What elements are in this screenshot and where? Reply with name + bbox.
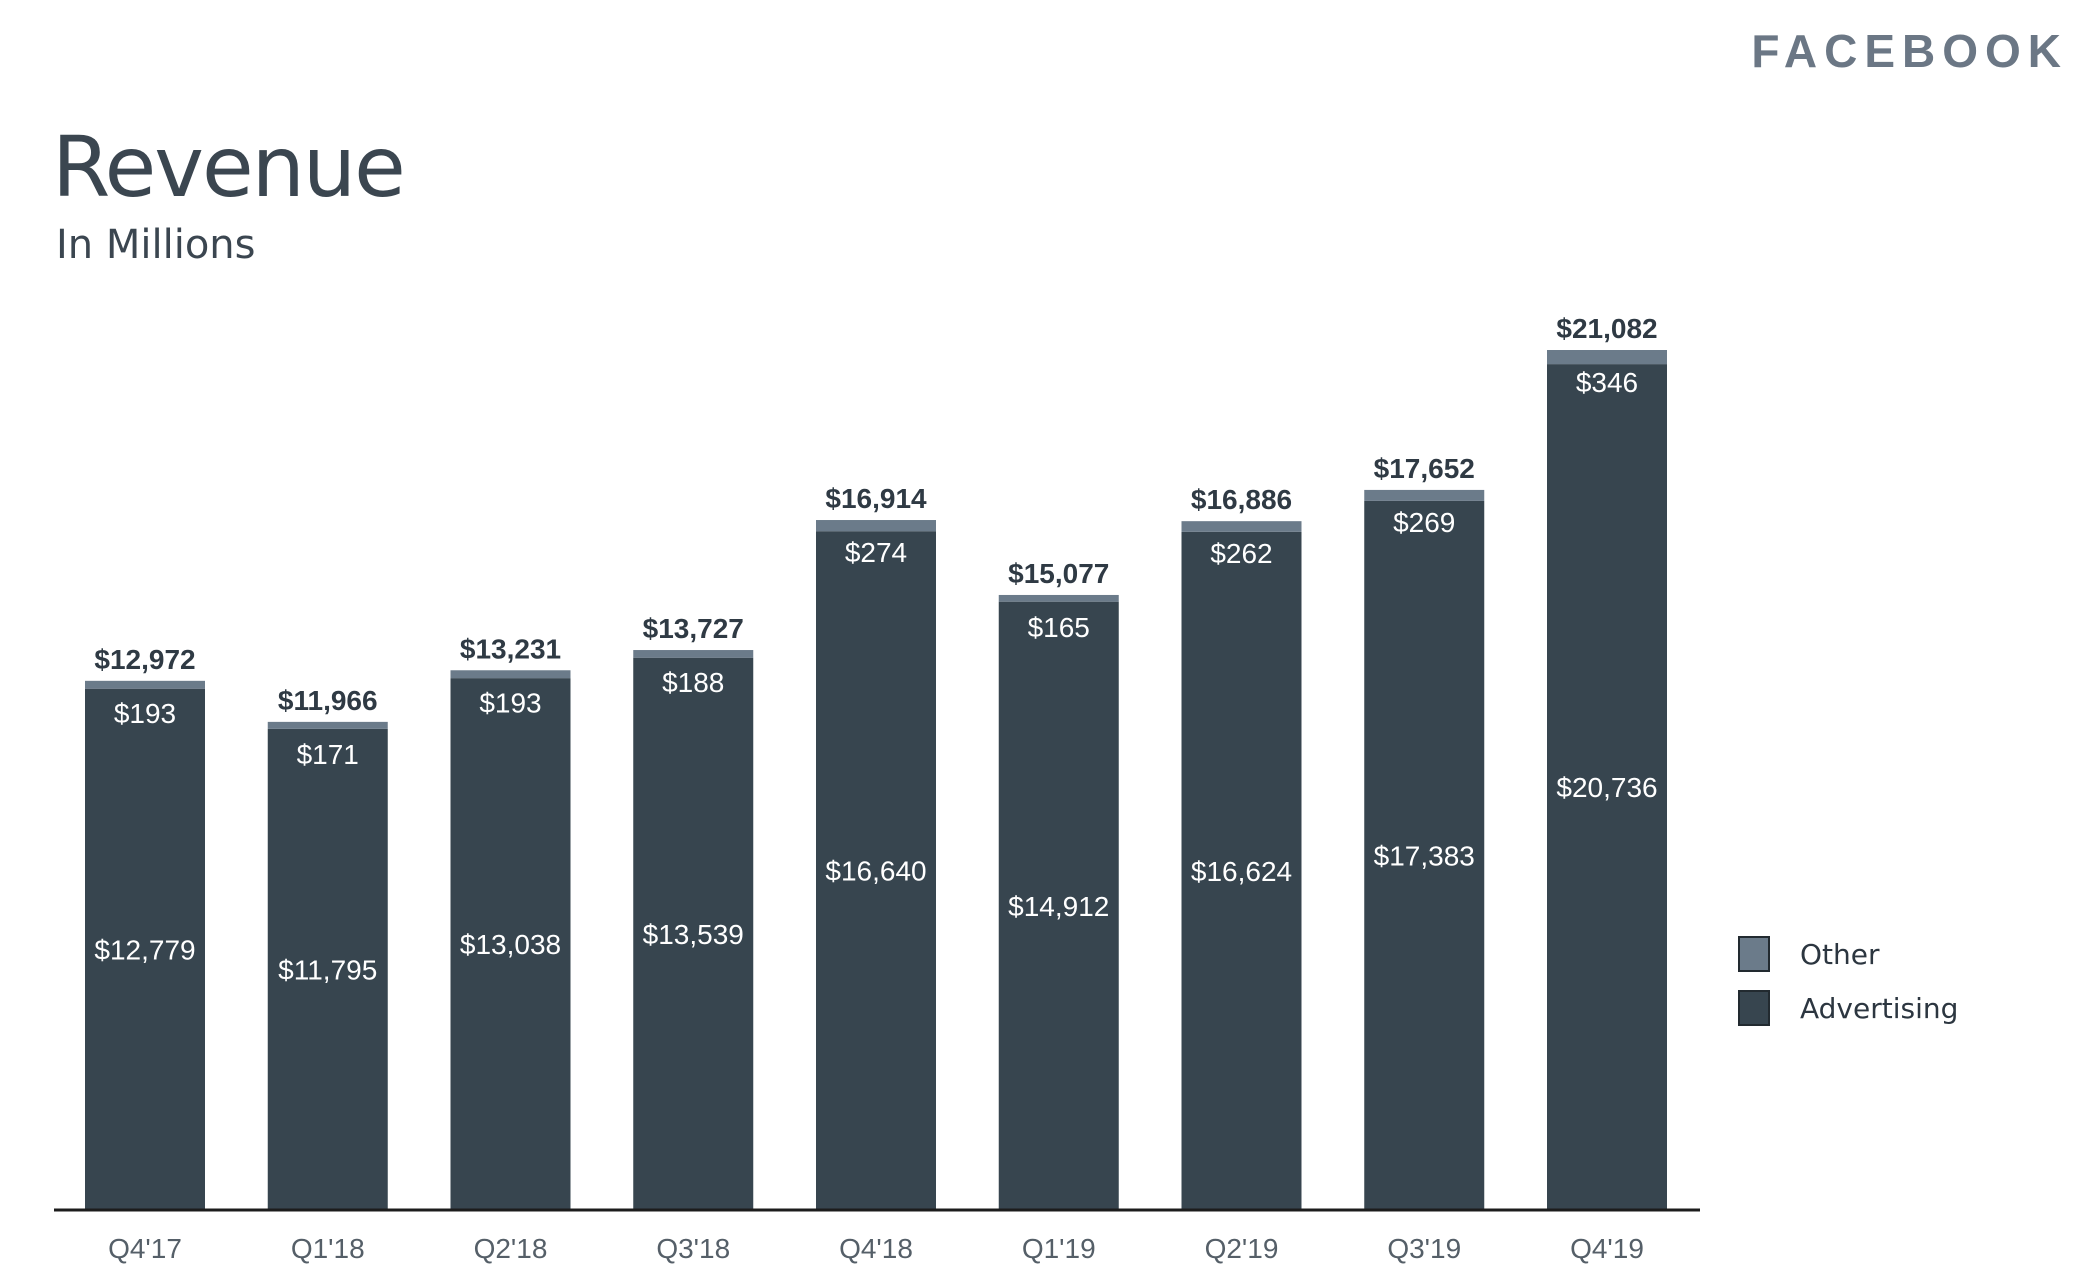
bar-other — [450, 670, 571, 679]
x-tick-label: Q3'18 — [656, 1233, 730, 1264]
bar-advertising — [1364, 500, 1485, 1210]
bar-advertising — [816, 531, 936, 1210]
bar-advertising — [85, 688, 205, 1210]
bar-advertising — [998, 601, 1119, 1210]
data-label-total: $11,966 — [278, 685, 378, 716]
bar-other — [1547, 350, 1667, 365]
x-tick-label: Q1'19 — [1022, 1233, 1096, 1264]
legend-label-other: Other — [1800, 937, 1880, 971]
bar-advertising — [1547, 364, 1667, 1211]
data-label-total: $16,886 — [1191, 484, 1292, 515]
bar-advertising — [1181, 531, 1302, 1210]
data-label-other: $165 — [1028, 612, 1090, 643]
data-label-other: $193 — [479, 687, 541, 718]
chart-subtitle: In Millions — [56, 222, 256, 268]
x-tick-label: Q4'17 — [108, 1233, 182, 1264]
data-label-total: $16,914 — [825, 483, 927, 514]
data-label-other: $274 — [845, 537, 907, 568]
x-tick-label: Q2'18 — [474, 1233, 548, 1264]
data-label-advertising: $13,539 — [643, 919, 744, 950]
data-label-total: $17,652 — [1374, 453, 1475, 484]
data-label-total: $15,077 — [1008, 558, 1109, 589]
data-label-total: $21,082 — [1556, 313, 1657, 344]
x-tick-label: Q2'19 — [1205, 1233, 1279, 1264]
data-label-advertising: $17,383 — [1374, 840, 1475, 871]
legend-swatch-other — [1738, 936, 1770, 972]
bar-other — [1364, 489, 1485, 501]
x-tick-label: Q4'19 — [1570, 1233, 1644, 1264]
data-label-advertising: $13,038 — [460, 929, 561, 960]
bar-advertising — [633, 657, 754, 1210]
bar-advertising — [450, 678, 571, 1210]
facebook-logo: FACEBOOK — [1751, 25, 2068, 77]
data-label-other: $188 — [662, 667, 724, 698]
data-label-other: $193 — [114, 698, 176, 729]
legend-item-advertising: Advertising — [1738, 988, 1958, 1028]
bar-other — [633, 650, 754, 658]
data-label-other: $269 — [1393, 507, 1455, 538]
data-label-other: $346 — [1576, 367, 1638, 398]
data-label-advertising: $16,624 — [1191, 856, 1292, 887]
x-tick-label: Q3'19 — [1387, 1233, 1461, 1264]
bar-other — [267, 721, 388, 729]
data-label-advertising: $12,779 — [94, 934, 195, 965]
data-label-other: $171 — [297, 739, 359, 770]
bar-other — [85, 680, 205, 689]
bar-advertising — [267, 728, 388, 1210]
data-label-total: $12,972 — [94, 644, 195, 675]
legend-label-advertising: Advertising — [1800, 991, 1959, 1025]
data-label-advertising: $20,736 — [1556, 772, 1657, 803]
data-label-other: $262 — [1210, 538, 1272, 569]
chart-title: Revenue — [52, 118, 406, 216]
bar-other — [1181, 521, 1302, 532]
x-tick-label: Q4'18 — [839, 1233, 913, 1264]
legend-swatch-advertising — [1738, 990, 1770, 1026]
legend-item-other: Other — [1738, 934, 1958, 974]
bar-other — [998, 594, 1119, 602]
x-tick-label: Q1'18 — [291, 1233, 365, 1264]
data-label-advertising: $11,795 — [278, 954, 377, 985]
data-label-total: $13,231 — [460, 633, 561, 664]
data-label-total: $13,727 — [643, 613, 744, 644]
data-label-advertising: $14,912 — [1008, 891, 1109, 922]
data-label-advertising: $16,640 — [825, 856, 926, 887]
bar-other — [816, 520, 936, 532]
chart-legend: Other Advertising — [1738, 934, 1958, 1042]
